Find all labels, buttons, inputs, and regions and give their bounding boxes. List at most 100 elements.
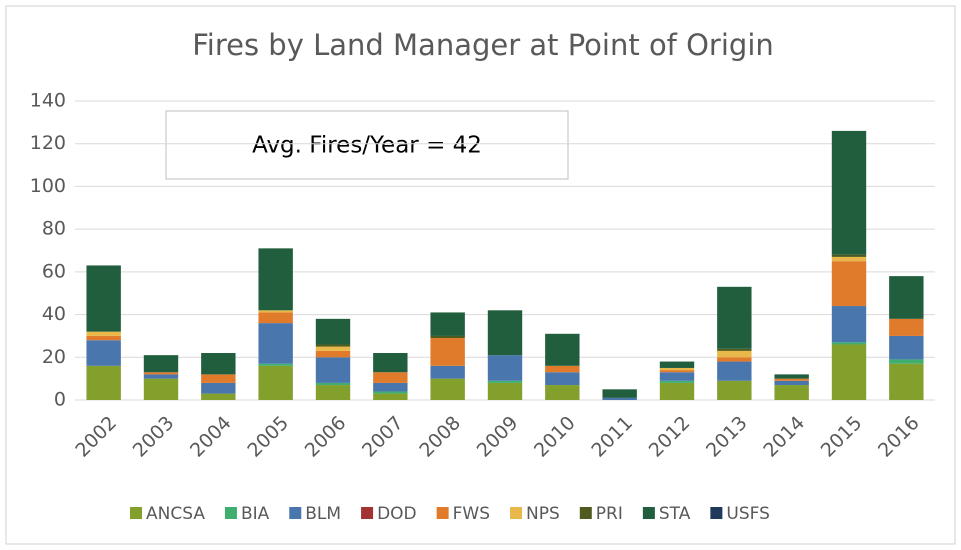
bar-segment — [373, 372, 408, 383]
legend-label: DOD — [377, 504, 417, 524]
y-tick-label: 0 — [54, 389, 66, 411]
bar-segment — [889, 335, 924, 360]
bar-segment — [258, 310, 293, 313]
y-tick-label: 140 — [30, 90, 66, 112]
bar-segment — [86, 365, 121, 400]
bar-segment — [774, 378, 809, 381]
legend-label: NPS — [526, 504, 560, 524]
y-tick-label: 20 — [42, 346, 66, 368]
bar-segment — [258, 312, 293, 324]
bar-segment — [315, 346, 351, 351]
bar-segment — [315, 344, 351, 347]
bar-segment — [315, 385, 351, 400]
bar-segment — [315, 350, 351, 358]
bar-segment — [889, 318, 924, 336]
y-tick-label: 80 — [42, 218, 66, 240]
legend-label: USFS — [726, 504, 770, 524]
legend-label: PRI — [596, 504, 623, 524]
legend-swatch — [289, 507, 302, 519]
bar-segment — [258, 323, 293, 364]
bar-segment — [659, 361, 695, 368]
bar-segment — [545, 385, 580, 400]
bar-segment — [717, 380, 752, 400]
bar-segment — [602, 397, 637, 400]
bar-segment — [659, 382, 695, 400]
legend-label: BIA — [241, 504, 270, 524]
bar-segment — [86, 335, 121, 341]
legend-swatch — [361, 507, 374, 519]
bar-segment — [430, 335, 465, 339]
bar-segment — [545, 365, 580, 373]
bar-segment — [831, 306, 867, 343]
bar-segment — [889, 363, 924, 400]
y-tick-label: 120 — [30, 132, 66, 154]
bar-segment — [659, 370, 695, 373]
bar-segment — [430, 312, 465, 336]
bar-segment — [315, 382, 351, 386]
bar-segment — [487, 355, 523, 381]
bar-segment — [430, 378, 465, 400]
bar-segment — [430, 338, 465, 366]
bar-segment — [831, 256, 867, 262]
y-tick-label: 100 — [30, 175, 66, 197]
bar-segment — [831, 254, 867, 257]
legend-label: FWS — [453, 504, 490, 524]
bar-segment — [373, 391, 408, 394]
legend-label: ANCSA — [146, 504, 205, 524]
legend-label: STA — [659, 504, 691, 524]
bar-segment — [373, 393, 408, 400]
annotation: Avg. Fires/Year = 42 — [252, 133, 482, 159]
bar-segment — [258, 365, 293, 400]
legend-swatch — [436, 507, 449, 519]
bar-segment — [717, 286, 752, 349]
bar-segment — [143, 372, 179, 375]
bar-segment — [717, 361, 752, 381]
legend-swatch — [510, 507, 523, 519]
bar-segment — [717, 350, 752, 358]
bar-segment — [487, 382, 523, 400]
y-tick-label: 60 — [42, 260, 66, 282]
bar-segment — [315, 318, 351, 345]
bar-segment — [774, 374, 809, 379]
legend-swatch — [642, 507, 655, 519]
bar-segment — [258, 363, 293, 366]
bar-segment — [831, 261, 867, 307]
legend-swatch — [710, 507, 723, 519]
annotation-box — [165, 110, 569, 180]
bar-segment — [831, 342, 867, 345]
bar-segment — [774, 380, 809, 386]
bar-segment — [659, 380, 695, 383]
legend-swatch — [224, 507, 237, 519]
bar-segment — [659, 372, 695, 381]
bar-segment — [373, 382, 408, 392]
bar-segment — [889, 276, 924, 319]
legend-swatch — [130, 507, 142, 519]
bar-segment — [774, 385, 809, 400]
bar-segment — [86, 340, 121, 366]
bar-segment — [201, 374, 236, 383]
chart-border — [5, 5, 956, 545]
bar-segment — [889, 359, 924, 364]
legend-swatch — [579, 507, 592, 519]
bar-segment — [717, 357, 752, 362]
bar-segment — [545, 372, 580, 386]
y-tick-label: 40 — [42, 303, 66, 325]
bar-segment — [201, 353, 236, 375]
bar-segment — [659, 367, 695, 371]
bar-segment — [143, 355, 179, 373]
bar-segment — [430, 365, 465, 379]
bar-segment — [201, 393, 236, 400]
bar-segment — [487, 380, 523, 383]
bar-segment — [602, 389, 637, 398]
legend-label: BLM — [305, 504, 341, 524]
bar-segment — [373, 353, 408, 373]
bar-segment — [143, 378, 179, 400]
bar-segment — [258, 248, 293, 311]
bar-segment — [831, 344, 867, 400]
chart-title: Fires by Land Manager at Point of Origin — [192, 28, 774, 62]
bar-segment — [315, 357, 351, 383]
bar-segment — [717, 348, 752, 351]
bar-segment — [143, 374, 179, 379]
